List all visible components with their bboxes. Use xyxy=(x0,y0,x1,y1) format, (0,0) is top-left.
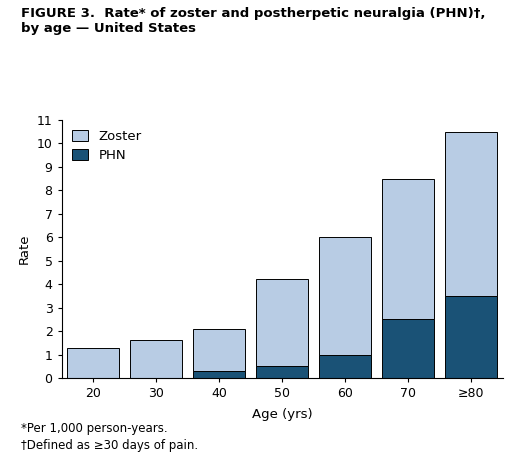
Bar xyxy=(193,371,245,378)
Y-axis label: Rate: Rate xyxy=(18,234,31,264)
Bar xyxy=(382,178,434,319)
Bar xyxy=(382,319,434,378)
Bar xyxy=(130,341,182,378)
Bar xyxy=(319,237,371,355)
Bar xyxy=(67,348,119,378)
Bar xyxy=(256,279,308,366)
Bar xyxy=(193,329,245,371)
Bar xyxy=(445,131,497,296)
Bar xyxy=(445,296,497,378)
Bar xyxy=(256,366,308,378)
Text: †Defined as ≥30 days of pain.: †Defined as ≥30 days of pain. xyxy=(21,439,198,452)
X-axis label: Age (yrs): Age (yrs) xyxy=(252,408,312,421)
Text: *Per 1,000 person-years.: *Per 1,000 person-years. xyxy=(21,422,167,435)
Bar xyxy=(319,355,371,378)
Legend: Zoster, PHN: Zoster, PHN xyxy=(68,126,146,165)
Text: FIGURE 3.  Rate* of zoster and postherpetic neuralgia (PHN)†,
by age — United St: FIGURE 3. Rate* of zoster and postherpet… xyxy=(21,7,485,35)
